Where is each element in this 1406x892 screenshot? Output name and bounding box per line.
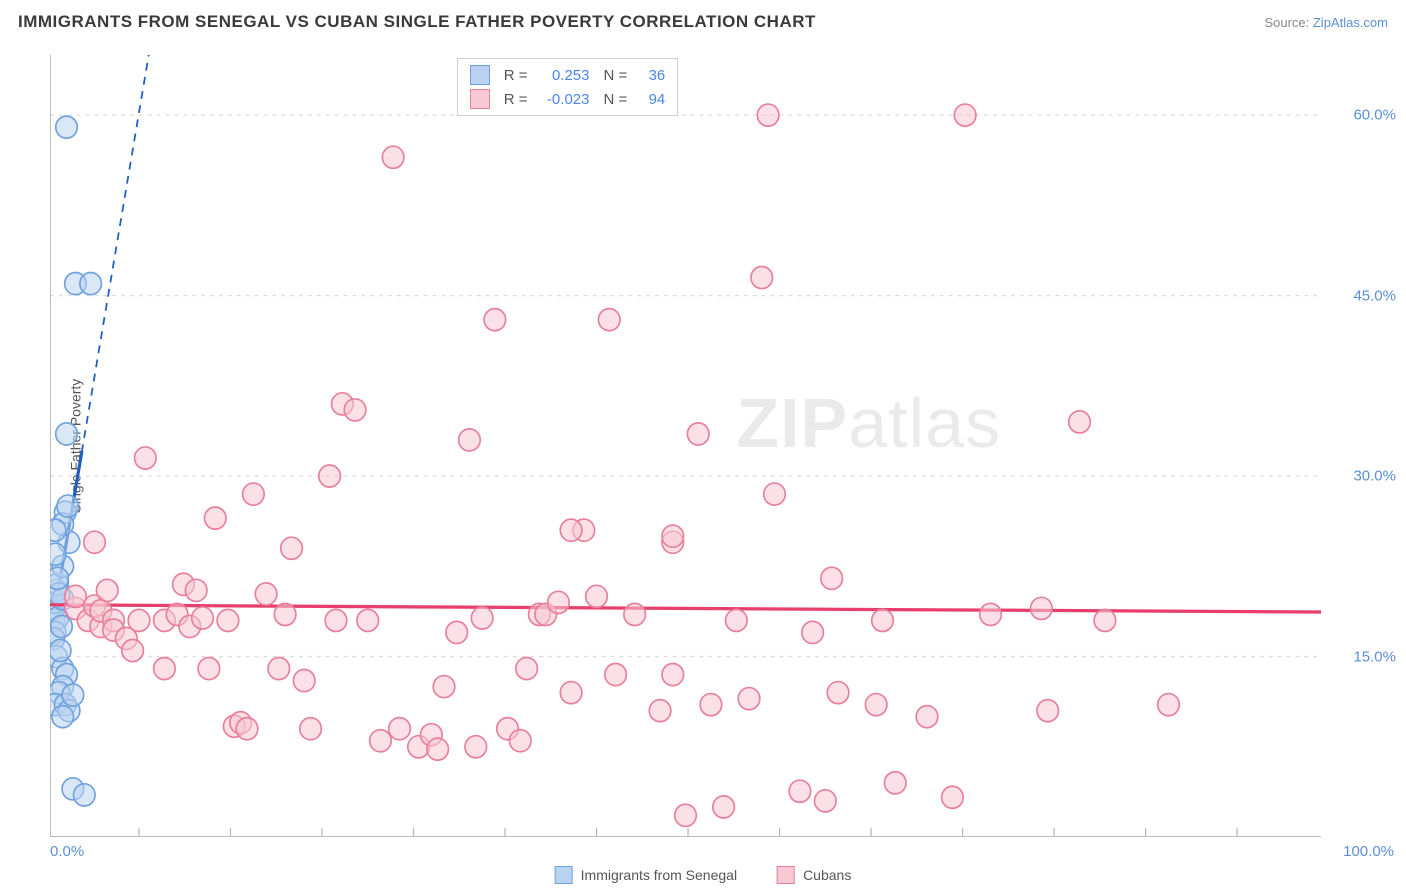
- stats-n-value: 94: [637, 91, 665, 108]
- source-attribution: Source: ZipAtlas.com: [1264, 15, 1388, 30]
- stats-r-value: 0.253: [537, 67, 589, 84]
- x-tick-label: 0.0%: [50, 843, 84, 860]
- y-tick-label: 45.0%: [1353, 287, 1396, 304]
- legend-swatch-cubans: [777, 866, 795, 884]
- source-link[interactable]: ZipAtlas.com: [1313, 15, 1388, 30]
- chart-header: IMMIGRANTS FROM SENEGAL VS CUBAN SINGLE …: [18, 12, 1388, 32]
- legend: Immigrants from Senegal Cubans: [555, 866, 852, 884]
- legend-swatch-senegal: [555, 866, 573, 884]
- legend-label-cubans: Cubans: [803, 867, 851, 883]
- stats-r-label: R =: [504, 67, 528, 84]
- legend-item-cubans: Cubans: [777, 866, 851, 884]
- y-tick-label: 15.0%: [1353, 648, 1396, 665]
- stats-swatch-senegal: [470, 65, 490, 85]
- stats-row-senegal: R = 0.253 N = 36: [458, 63, 678, 87]
- legend-item-senegal: Immigrants from Senegal: [555, 866, 737, 884]
- stats-r-value: -0.023: [537, 91, 589, 108]
- stats-n-label: N =: [603, 91, 627, 108]
- stats-swatch-cubans: [470, 89, 490, 109]
- legend-label-senegal: Immigrants from Senegal: [581, 867, 737, 883]
- scatter-plot: ZIPatlas: [50, 55, 1321, 837]
- source-prefix: Source:: [1264, 15, 1312, 30]
- stats-n-value: 36: [637, 67, 665, 84]
- stats-row-cubans: R = -0.023 N = 94: [458, 87, 678, 111]
- y-tick-label: 30.0%: [1353, 468, 1396, 485]
- correlation-stats-box: R = 0.253 N = 36 R = -0.023 N = 94: [457, 58, 679, 116]
- stats-n-label: N =: [603, 67, 627, 84]
- x-tick-label: 100.0%: [1343, 843, 1394, 860]
- chart-title: IMMIGRANTS FROM SENEGAL VS CUBAN SINGLE …: [18, 12, 816, 32]
- y-tick-label: 60.0%: [1353, 107, 1396, 124]
- stats-r-label: R =: [504, 91, 528, 108]
- plot-svg: [50, 55, 1321, 837]
